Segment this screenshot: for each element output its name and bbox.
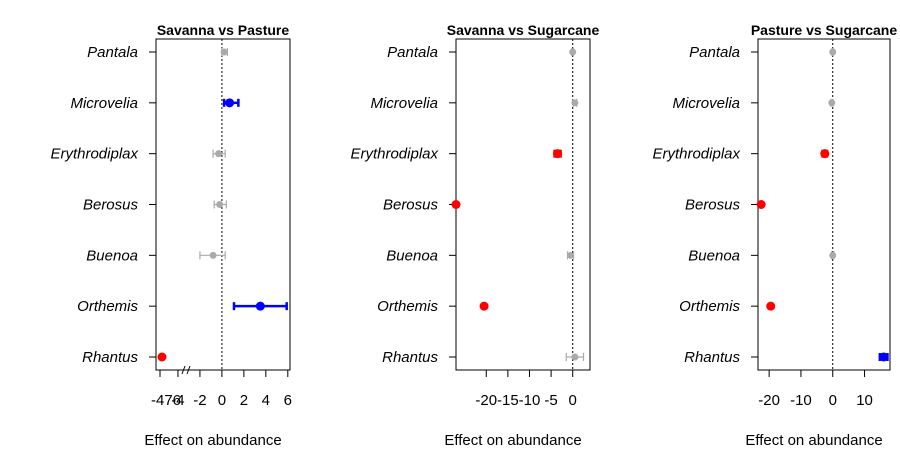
y-tick-label: Berosus [383, 197, 439, 214]
data-point [157, 352, 167, 362]
x-tick-label: -476 [151, 392, 181, 409]
x-tick-label: -20 [475, 392, 497, 409]
data-point [255, 301, 265, 311]
data-point [209, 251, 217, 259]
plot-frame [757, 38, 891, 371]
y-tick-label: Orthemis [377, 298, 438, 315]
data-point [567, 251, 575, 259]
chart-panel-2: Savanna vs Sugarcane Pantala Microvelia Ery… [350, 22, 599, 449]
x-tick-label: -10 [519, 392, 541, 409]
y-tick-label: Pantala [387, 44, 438, 61]
y-tick-label: Orthemis [77, 298, 138, 315]
x-tick-label: 2 [240, 392, 248, 409]
x-tick-label: -10 [790, 392, 812, 409]
data-point [756, 200, 766, 209]
y-tick-label: Orthemis [679, 298, 740, 315]
x-tick-label: -15 [497, 392, 519, 409]
x-axis-label: Effect on abundance [745, 432, 882, 449]
x-tick-label: -2 [193, 392, 206, 409]
y-tick-label: Berosus [685, 197, 741, 214]
y-tick-label: Rhantus [382, 349, 438, 366]
y-tick-label: Rhantus [82, 349, 138, 366]
data-point [225, 98, 235, 108]
data-point [571, 353, 579, 361]
axis-break-mark [186, 365, 191, 375]
data-point [766, 301, 776, 311]
x-tick-label: -20 [758, 392, 780, 409]
y-tick-label: Erythrodiplax [50, 146, 138, 163]
x-tick-label: 0 [569, 392, 577, 409]
data-point [829, 251, 837, 259]
y-tick-label: Erythrodiplax [350, 146, 438, 163]
plot-frame [455, 38, 591, 371]
x-axis-label: Effect on abundance [444, 432, 581, 449]
chart-panel-1: Savanna vs Pasture Pantala Microvelia Eryth… [50, 22, 292, 449]
chart-title: Savanna vs Pasture [157, 22, 290, 38]
data-point [571, 99, 579, 107]
y-tick-label: Pantala [87, 44, 138, 61]
data-point [828, 99, 836, 107]
data-point [220, 48, 228, 56]
data-point [820, 149, 830, 159]
data-point [216, 201, 224, 208]
data-point [879, 352, 889, 362]
y-tick-label: Microvelia [370, 95, 438, 112]
y-tick-label: Rhantus [684, 349, 740, 366]
x-tick-label: 0 [218, 392, 226, 409]
chart-title: Pasture vs Sugarcane [751, 22, 898, 38]
data-point [451, 200, 461, 209]
x-axis-label: Effect on abundance [144, 432, 281, 449]
x-tick-label: 10 [856, 392, 873, 409]
x-tick-label: -5 [544, 392, 557, 409]
x-tick-label: 4 [262, 392, 270, 409]
axis-break-mark [181, 365, 186, 375]
data-point [829, 48, 837, 56]
y-tick-label: Microvelia [672, 95, 740, 112]
data-point [569, 48, 577, 56]
x-tick-label: 0 [829, 392, 837, 409]
y-tick-label: Buenoa [386, 247, 438, 264]
y-tick-label: Erythrodiplax [652, 146, 740, 163]
data-point [215, 150, 223, 158]
y-tick-label: Buenoa [688, 247, 740, 264]
x-tick-label: -4 [171, 392, 184, 409]
x-tick-label: 6 [284, 392, 292, 409]
y-tick-label: Buenoa [86, 247, 138, 264]
y-tick-label: Pantala [689, 44, 740, 61]
y-tick-label: Berosus [83, 197, 139, 214]
data-point [479, 301, 489, 311]
chart-panel-3: Pasture vs Sugarcane Pantala Microvelia Ery… [652, 22, 897, 449]
chart-title: Savanna vs Sugarcane [447, 22, 600, 38]
data-point [553, 149, 563, 159]
y-tick-label: Microvelia [70, 95, 138, 112]
